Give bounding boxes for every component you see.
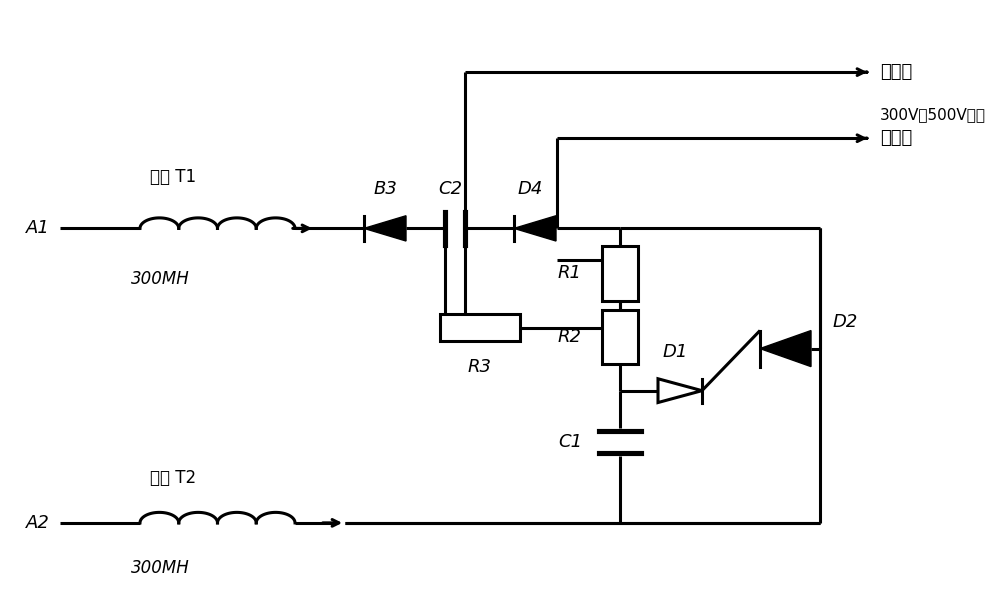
Text: 输出－: 输出－ bbox=[880, 63, 912, 81]
Text: 输出＋: 输出＋ bbox=[880, 129, 912, 147]
Text: C1: C1 bbox=[558, 433, 582, 451]
Text: R3: R3 bbox=[468, 358, 492, 376]
Bar bbox=[440, 314, 520, 341]
Text: 电感 T2: 电感 T2 bbox=[150, 469, 196, 487]
Text: D1: D1 bbox=[662, 343, 688, 361]
Text: 电感 T1: 电感 T1 bbox=[150, 168, 196, 186]
Text: R2: R2 bbox=[558, 328, 582, 346]
Text: 300MH: 300MH bbox=[131, 559, 189, 577]
Text: A2: A2 bbox=[26, 514, 50, 532]
Text: D4: D4 bbox=[517, 180, 543, 198]
Text: D2: D2 bbox=[832, 313, 858, 331]
Text: 300V～500V直流: 300V～500V直流 bbox=[880, 107, 986, 121]
Bar bbox=[602, 310, 638, 364]
Text: 300MH: 300MH bbox=[131, 270, 189, 288]
Bar bbox=[602, 246, 638, 300]
Text: R1: R1 bbox=[558, 264, 582, 282]
Text: A1: A1 bbox=[26, 219, 50, 237]
Text: C2: C2 bbox=[438, 180, 462, 198]
Polygon shape bbox=[658, 379, 702, 403]
Polygon shape bbox=[514, 216, 556, 241]
Text: B3: B3 bbox=[373, 180, 397, 198]
Polygon shape bbox=[364, 216, 406, 241]
Polygon shape bbox=[760, 331, 811, 367]
